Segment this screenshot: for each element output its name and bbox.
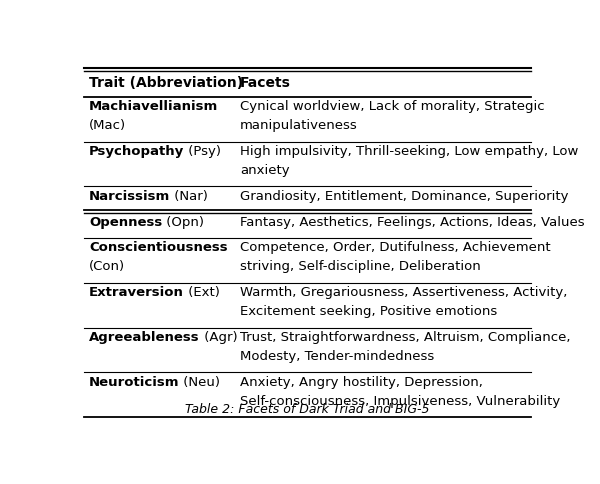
Text: Grandiosity, Entitlement, Dominance, Superiority: Grandiosity, Entitlement, Dominance, Sup… (240, 190, 569, 203)
Text: Trust, Straightforwardness, Altruism, Compliance,: Trust, Straightforwardness, Altruism, Co… (240, 331, 571, 344)
Text: Neuroticism: Neuroticism (89, 376, 179, 389)
Text: Extraversion: Extraversion (89, 286, 184, 299)
Text: (Psy): (Psy) (184, 145, 221, 158)
Text: Trait (Abbreviation): Trait (Abbreviation) (89, 76, 243, 90)
Text: Self-consciousness, Impulsiveness, Vulnerability: Self-consciousness, Impulsiveness, Vulne… (240, 394, 560, 408)
Text: (Mac): (Mac) (89, 119, 126, 132)
Text: Competence, Order, Dutifulness, Achievement: Competence, Order, Dutifulness, Achievem… (240, 242, 551, 255)
Text: Openness: Openness (89, 215, 162, 228)
Text: manipulativeness: manipulativeness (240, 119, 358, 132)
Text: Agreeableness: Agreeableness (89, 331, 200, 344)
Text: Narcissism: Narcissism (89, 190, 170, 203)
Text: Facets: Facets (240, 76, 291, 90)
Text: (Opn): (Opn) (162, 215, 204, 228)
Text: anxiety: anxiety (240, 164, 290, 177)
Text: Cynical worldview, Lack of morality, Strategic: Cynical worldview, Lack of morality, Str… (240, 100, 545, 113)
Text: Machiavellianism: Machiavellianism (89, 100, 218, 113)
Text: (Con): (Con) (89, 260, 125, 273)
Text: Warmth, Gregariousness, Assertiveness, Activity,: Warmth, Gregariousness, Assertiveness, A… (240, 286, 568, 299)
Text: (Nar): (Nar) (170, 190, 208, 203)
Text: Conscientiousness: Conscientiousness (89, 242, 227, 255)
Text: High impulsivity, Thrill-seeking, Low empathy, Low: High impulsivity, Thrill-seeking, Low em… (240, 145, 578, 158)
Text: (Neu): (Neu) (179, 376, 220, 389)
Text: Fantasy, Aesthetics, Feelings, Actions, Ideas, Values: Fantasy, Aesthetics, Feelings, Actions, … (240, 215, 585, 228)
Text: (Agr): (Agr) (200, 331, 237, 344)
Text: Modesty, Tender-mindedness: Modesty, Tender-mindedness (240, 350, 434, 363)
Text: (Ext): (Ext) (184, 286, 220, 299)
Text: Table 2: Facets of Dark Triad and BIG-5: Table 2: Facets of Dark Triad and BIG-5 (185, 403, 430, 416)
Text: Anxiety, Angry hostility, Depression,: Anxiety, Angry hostility, Depression, (240, 376, 483, 389)
Text: striving, Self-discipline, Deliberation: striving, Self-discipline, Deliberation (240, 260, 481, 273)
Text: Psychopathy: Psychopathy (89, 145, 184, 158)
Text: Excitement seeking, Positive emotions: Excitement seeking, Positive emotions (240, 305, 497, 318)
